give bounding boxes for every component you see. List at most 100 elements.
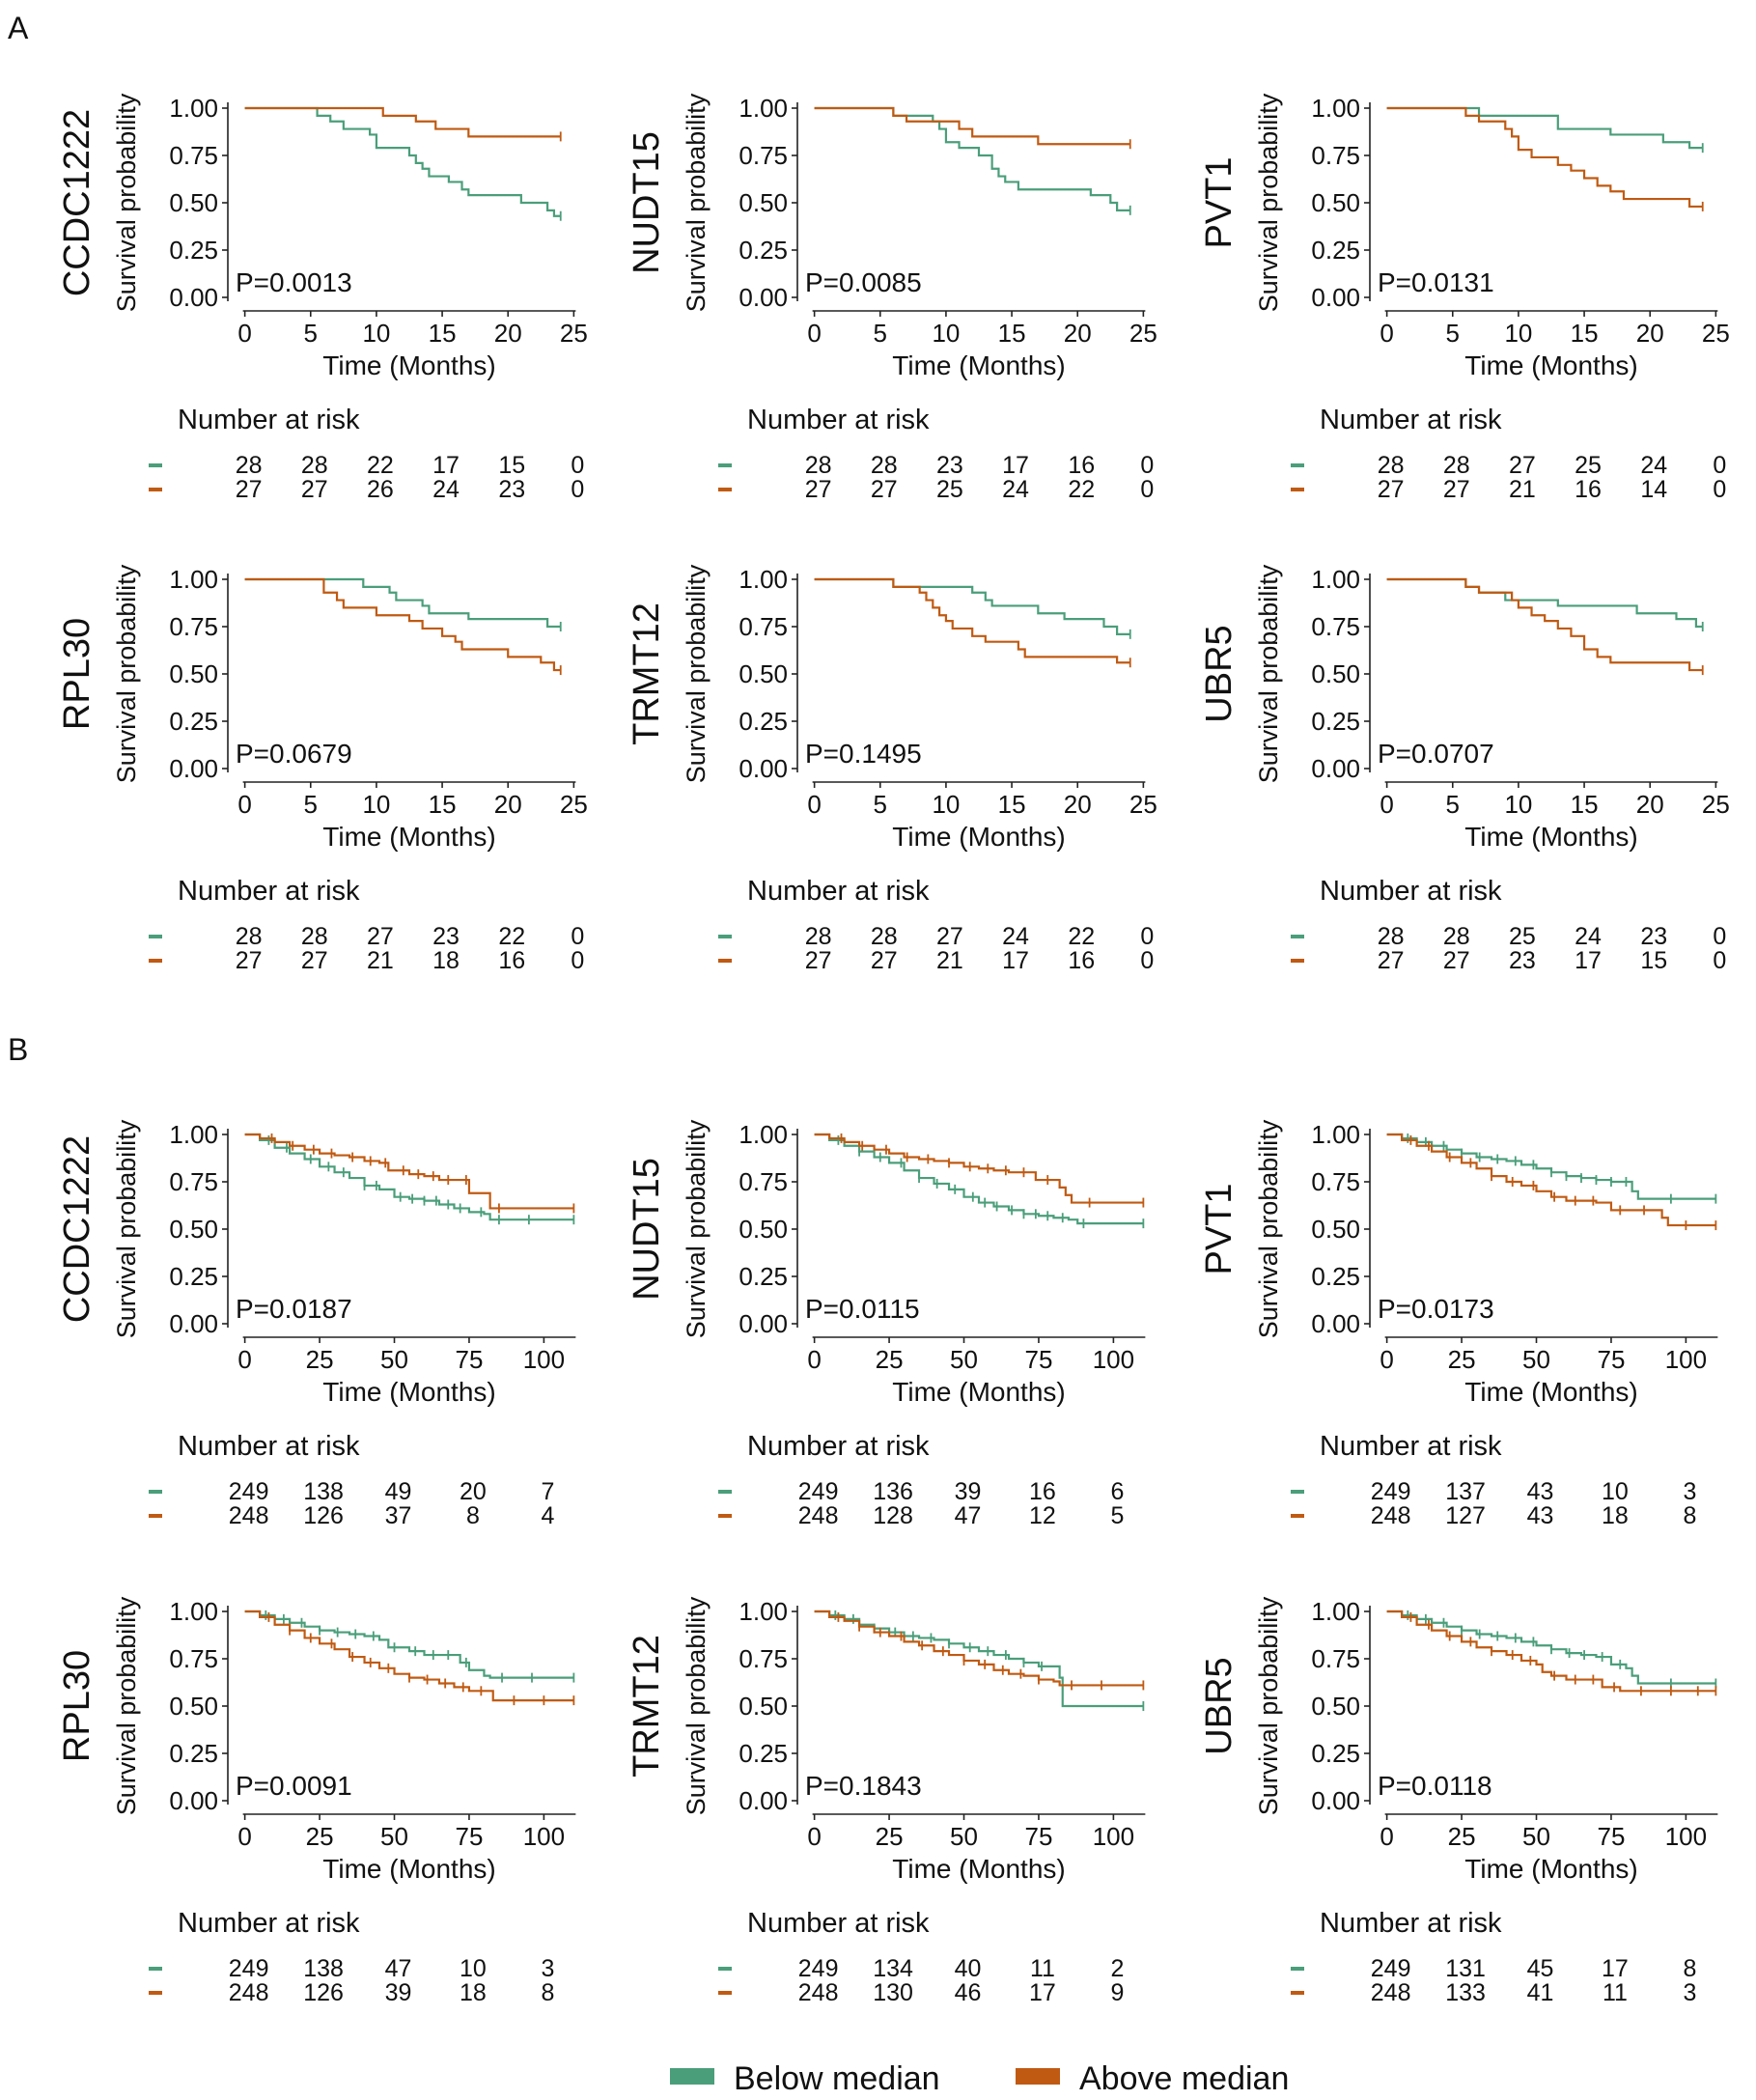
risk-count-below: 138 bbox=[303, 1478, 344, 1505]
y-axis-label: Survival probability bbox=[1254, 1596, 1283, 1815]
x-tick-label: 25 bbox=[560, 319, 588, 348]
risk-count-above: 127 bbox=[1445, 1502, 1486, 1529]
risk-count-above: 17 bbox=[1002, 947, 1029, 974]
p-value: P=0.1843 bbox=[805, 1771, 922, 1801]
risk-count-above: 17 bbox=[1575, 947, 1602, 974]
risk-count-above: 18 bbox=[1602, 1502, 1629, 1529]
y-tick-label: 0.00 bbox=[169, 1309, 218, 1338]
risk-count-below: 28 bbox=[1443, 452, 1470, 479]
risk-count-below: 3 bbox=[1683, 1478, 1696, 1505]
x-tick-label: 15 bbox=[998, 319, 1026, 348]
risk-table-title: Number at risk bbox=[1320, 1431, 1502, 1462]
risk-count-above: 126 bbox=[303, 1502, 344, 1529]
risk-count-above: 8 bbox=[541, 1979, 554, 2006]
survival-curve-above bbox=[814, 577, 1130, 664]
y-tick-label: 1.00 bbox=[169, 94, 218, 123]
y-axis-label: Survival probability bbox=[682, 93, 711, 312]
x-tick-label: 0 bbox=[237, 1345, 251, 1374]
x-tick-label: 75 bbox=[1024, 1345, 1052, 1374]
y-tick-label: 0.75 bbox=[739, 1644, 788, 1673]
risk-count-above: 46 bbox=[955, 1979, 982, 2006]
y-tick-label: 0.50 bbox=[739, 659, 788, 688]
y-tick-label: 0.25 bbox=[1311, 236, 1360, 265]
gene-label: CCDC1222 bbox=[57, 109, 98, 296]
x-tick-label: 100 bbox=[1665, 1345, 1707, 1374]
risk-count-above: 0 bbox=[1713, 476, 1726, 503]
risk-count-below: 25 bbox=[1509, 923, 1536, 950]
p-value: P=0.0679 bbox=[236, 739, 352, 769]
survival-curve-below bbox=[244, 1133, 574, 1221]
y-tick-label: 0.25 bbox=[739, 707, 788, 736]
y-tick-label: 0.75 bbox=[739, 141, 788, 170]
x-axis-label: Time (Months) bbox=[322, 350, 495, 380]
risk-count-above: 128 bbox=[873, 1502, 913, 1529]
risk-count-above: 126 bbox=[303, 1979, 344, 2006]
risk-table-title: Number at risk bbox=[747, 1908, 930, 1939]
y-tick-label: 0.00 bbox=[169, 1786, 218, 1815]
survival-curve-above bbox=[814, 106, 1130, 146]
risk-count-below: 23 bbox=[936, 452, 963, 479]
risk-count-above: 248 bbox=[798, 1502, 839, 1529]
risk-count-above: 248 bbox=[229, 1979, 269, 2006]
risk-count-above: 23 bbox=[498, 476, 525, 503]
x-tick-label: 25 bbox=[306, 1822, 334, 1851]
gene-label: RPL30 bbox=[57, 618, 98, 730]
risk-count-above: 27 bbox=[871, 947, 898, 974]
gene-label: RPL30 bbox=[57, 1650, 98, 1762]
risk-count-below: 25 bbox=[1575, 452, 1602, 479]
risk-count-below: 28 bbox=[1378, 452, 1405, 479]
panel-label-b: B bbox=[8, 1032, 28, 1067]
survival-curve-below bbox=[244, 106, 561, 217]
p-value: P=0.0173 bbox=[1378, 1294, 1494, 1324]
x-tick-label: 5 bbox=[1446, 319, 1460, 348]
risk-count-above: 47 bbox=[955, 1502, 982, 1529]
x-axis-label: Time (Months) bbox=[892, 1854, 1065, 1884]
y-tick-label: 1.00 bbox=[169, 1597, 218, 1626]
risk-count-above: 41 bbox=[1527, 1979, 1554, 2006]
x-tick-label: 20 bbox=[1064, 319, 1092, 348]
risk-count-above: 24 bbox=[1002, 476, 1029, 503]
risk-count-above: 26 bbox=[367, 476, 394, 503]
risk-count-above: 24 bbox=[432, 476, 460, 503]
y-tick-label: 1.00 bbox=[1311, 1120, 1360, 1149]
risk-table-title: Number at risk bbox=[178, 405, 360, 435]
y-tick-label: 0.75 bbox=[169, 1644, 218, 1673]
risk-count-below: 27 bbox=[367, 923, 394, 950]
y-tick-label: 0.00 bbox=[1311, 1309, 1360, 1338]
risk-count-below: 7 bbox=[541, 1478, 554, 1505]
risk-count-below: 0 bbox=[1713, 923, 1726, 950]
risk-count-above: 27 bbox=[1443, 476, 1470, 503]
x-tick-label: 15 bbox=[429, 319, 457, 348]
x-tick-label: 0 bbox=[807, 1345, 821, 1374]
risk-count-above: 27 bbox=[805, 947, 832, 974]
risk-table-title: Number at risk bbox=[178, 876, 360, 907]
risk-count-below: 10 bbox=[1602, 1478, 1629, 1505]
risk-count-above: 18 bbox=[432, 947, 460, 974]
legend: Below median Above median bbox=[670, 2060, 1289, 2097]
risk-count-below: 137 bbox=[1445, 1478, 1486, 1505]
risk-count-below: 6 bbox=[1110, 1478, 1124, 1505]
x-tick-label: 25 bbox=[1702, 319, 1730, 348]
y-axis-label: Survival probability bbox=[1254, 1119, 1283, 1338]
x-tick-label: 75 bbox=[1597, 1345, 1625, 1374]
survival-curve-below bbox=[1386, 106, 1703, 150]
risk-count-above: 248 bbox=[1371, 1979, 1411, 2006]
risk-count-below: 17 bbox=[432, 452, 460, 479]
x-axis-label: Time (Months) bbox=[322, 822, 495, 852]
survival-curve-below bbox=[244, 577, 561, 629]
x-axis-label: Time (Months) bbox=[892, 822, 1065, 852]
y-tick-label: 0.25 bbox=[1311, 1739, 1360, 1768]
x-tick-label: 20 bbox=[1636, 319, 1664, 348]
gene-label: TRMT12 bbox=[627, 602, 667, 745]
y-tick-label: 0.75 bbox=[739, 1167, 788, 1196]
survival-curve-below bbox=[244, 1610, 574, 1679]
risk-count-below: 39 bbox=[955, 1478, 982, 1505]
x-tick-label: 0 bbox=[237, 790, 251, 819]
risk-count-above: 27 bbox=[805, 476, 832, 503]
y-tick-label: 0.50 bbox=[1311, 659, 1360, 688]
risk-count-above: 8 bbox=[1683, 1502, 1696, 1529]
risk-count-below: 131 bbox=[1445, 1955, 1486, 1982]
y-tick-label: 0.00 bbox=[169, 754, 218, 783]
y-tick-label: 0.00 bbox=[1311, 754, 1360, 783]
km-panel-a-ubr5: UBR5 Survival probability 0.00 0.25 0.50 0.75… bbox=[1199, 564, 1730, 974]
